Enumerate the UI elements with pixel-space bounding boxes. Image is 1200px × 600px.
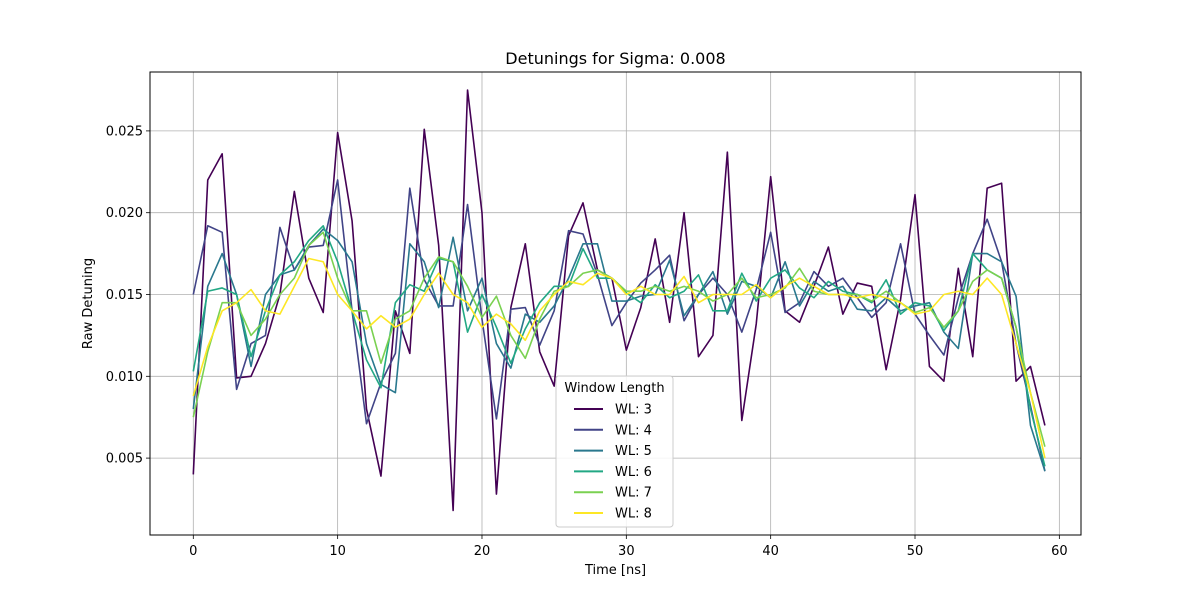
y-tick-label: 0.005 <box>106 452 143 467</box>
x-tick-label: 20 <box>474 544 491 559</box>
y-axis-label: Raw Detuning <box>81 258 96 349</box>
series-line <box>192 228 1046 472</box>
x-tick-label: 40 <box>762 544 779 559</box>
x-axis-label: Time [ns] <box>584 563 646 578</box>
legend-label: WL: 5 <box>615 444 652 459</box>
legend-label: WL: 8 <box>615 507 652 522</box>
series-line <box>192 257 1046 459</box>
x-tick-label: 0 <box>189 544 197 559</box>
series-line <box>192 179 1046 472</box>
series-lines <box>192 89 1046 512</box>
legend-label: WL: 7 <box>615 486 652 501</box>
axis-ticks: 0 10 20 30 40 50 60 0.005 0.010 0.015 0.020 0.025 <box>106 124 1068 559</box>
legend-title: Window Length <box>564 381 664 396</box>
y-tick-label: 0.015 <box>106 288 143 303</box>
plot-frame <box>149 71 1082 536</box>
y-tick-label: 0.025 <box>106 124 143 139</box>
x-tick-label: 60 <box>1051 544 1068 559</box>
y-tick-label: 0.010 <box>106 370 143 385</box>
legend-label: WL: 4 <box>615 423 652 438</box>
legend-box <box>555 375 674 528</box>
y-tick-label: 0.020 <box>106 206 143 221</box>
x-tick-label: 10 <box>329 544 346 559</box>
chart-title: Detunings for Sigma: 0.008 <box>505 49 725 68</box>
legend: Window Length WL: 3WL: 4WL: 5WL: 6WL: 7W… <box>555 375 674 528</box>
x-tick-label: 50 <box>907 544 924 559</box>
legend-label: WL: 3 <box>615 403 652 418</box>
x-tick-label: 30 <box>618 544 635 559</box>
legend-label: WL: 6 <box>615 465 652 480</box>
legend-entries: WL: 3 WL: 4 WL: 5 WL: 6 WL: 7 WL: 8 <box>574 403 652 522</box>
